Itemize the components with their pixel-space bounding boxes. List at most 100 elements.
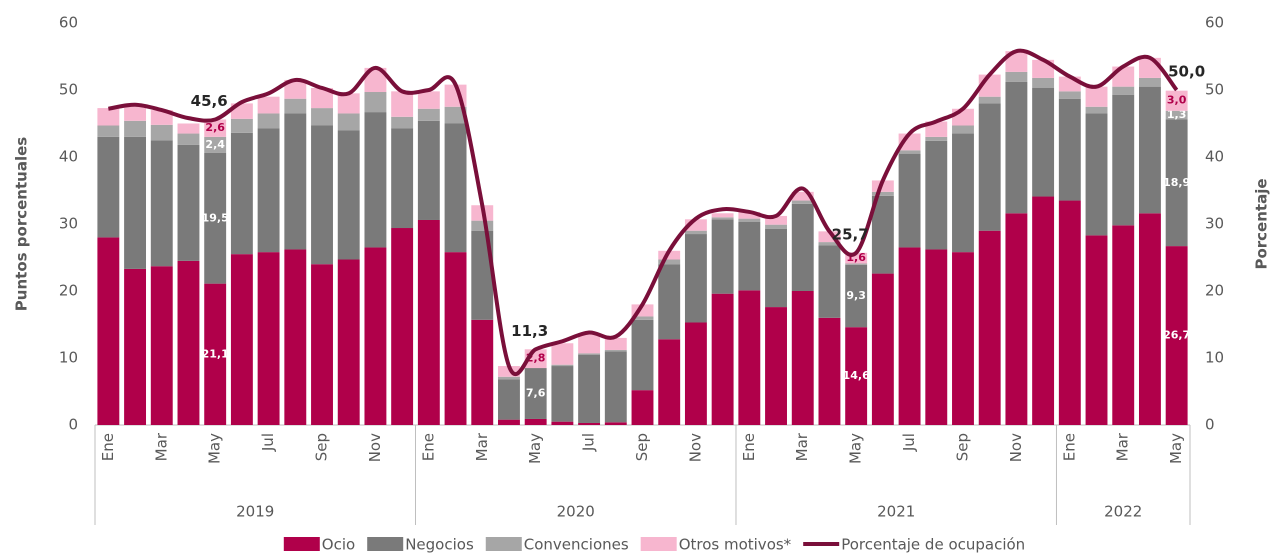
bar-segment: [738, 218, 761, 222]
bar-segment: [498, 366, 520, 377]
bar-segment: [337, 130, 360, 260]
bar-segment: [150, 124, 173, 141]
bar-segment: [177, 260, 200, 425]
bar-segment: [791, 200, 814, 204]
bar-segment: [631, 319, 654, 391]
bar-segment: [444, 252, 467, 425]
bar-segment: [257, 113, 280, 129]
bar-segment: [364, 67, 387, 93]
bar-segment: [551, 343, 574, 365]
value-label: 1,3: [1167, 108, 1187, 121]
bar-segment: [978, 103, 1001, 231]
bar-segment: [1138, 86, 1161, 214]
value-label: 14,6: [843, 369, 870, 382]
bar-segment: [871, 273, 894, 425]
line-label: 45,6: [191, 92, 228, 110]
x-tick-label: Sep: [953, 433, 971, 461]
y2-tick-label: 20: [1205, 282, 1224, 300]
bar-segment: [1005, 213, 1028, 425]
bar-segment: [711, 219, 734, 294]
bar-segment: [871, 180, 894, 192]
bar-segment: [284, 113, 307, 250]
bar-segment: [1058, 200, 1081, 425]
group-label: 2021: [877, 503, 915, 521]
bar-segment: [765, 228, 787, 308]
bar-segment: [204, 119, 227, 137]
bar-segment: [1005, 51, 1028, 72]
bar-segment: [1165, 90, 1188, 111]
group-label: 2019: [236, 503, 274, 521]
group-label: 2020: [557, 503, 595, 521]
bar-segment: [337, 113, 360, 131]
bar-segment: [818, 231, 841, 243]
bar-segment: [791, 291, 814, 425]
y-tick-label: 40: [59, 148, 78, 166]
legend: Ocio Negocios Convenciones Otros motivos* Po…: [283, 536, 1025, 554]
bar-segment: [711, 293, 734, 425]
y-tick-label: 50: [59, 81, 78, 99]
y2-axis-title: Porcentaje: [1253, 178, 1271, 269]
bar-segment: [471, 230, 494, 320]
y-axis-title: Puntos porcentuales: [13, 137, 31, 311]
bar-segment: [124, 120, 147, 137]
bar-segment: [578, 422, 601, 425]
bar-segment: [524, 418, 547, 425]
bar-segment: [177, 144, 200, 261]
bar-segment: [1005, 81, 1028, 214]
bar-segment: [765, 307, 787, 425]
bar-segment: [925, 140, 948, 250]
bar-segment: [444, 123, 467, 253]
bar-segment: [1085, 86, 1108, 107]
bar-segment: [124, 268, 147, 425]
bar-segment: [1138, 77, 1161, 87]
bar-segment: [1058, 91, 1081, 99]
bar-segment: [391, 128, 414, 229]
line: [108, 48, 1179, 377]
value-label: 2,6: [205, 121, 225, 134]
bar-segment: [845, 264, 868, 328]
bar-segment: [952, 125, 974, 134]
bar-segment: [97, 108, 120, 126]
bar-segment: [1005, 71, 1028, 82]
bar-segment: [871, 195, 894, 274]
bar-segment: [551, 421, 574, 425]
bar-segment: [818, 317, 841, 425]
bar-segment: [925, 136, 948, 141]
bar-segment: [711, 213, 734, 218]
y-tick-label: 60: [59, 14, 78, 32]
bar-segment: [1138, 57, 1161, 78]
bar-segment: [471, 220, 494, 231]
bar-segment: [684, 234, 707, 323]
bar-segment: [658, 339, 681, 425]
bar-segment: [925, 249, 948, 425]
value-label: 26,7: [1163, 329, 1190, 342]
value-label: 2,4: [205, 138, 225, 151]
bar-segment: [1112, 225, 1135, 425]
bar-segment: [1085, 113, 1108, 236]
bar-segment: [417, 108, 440, 121]
bar-segment: [1032, 77, 1055, 88]
x-tick-label: Sep: [633, 433, 651, 461]
x-tick-label: Nov: [686, 433, 704, 462]
bar-segment: [471, 319, 494, 425]
bar-segment: [898, 247, 921, 425]
bar-segment: [257, 128, 280, 253]
bar-segment: [658, 264, 681, 340]
bar-segment: [391, 116, 414, 129]
bar-segment: [578, 354, 601, 423]
bar-segment: [898, 153, 921, 248]
bar-segment: [284, 79, 307, 99]
bar-segment: [738, 221, 761, 291]
bar-segment: [204, 152, 227, 284]
bar-segment: [97, 237, 120, 425]
bar-segment: [952, 252, 974, 425]
bar-segment: [1085, 106, 1108, 114]
bar-segment: [1085, 235, 1108, 425]
bar-segment: [631, 316, 654, 320]
bar-segment: [177, 123, 200, 134]
bar-segment: [150, 140, 173, 267]
bar-segment: [498, 376, 520, 380]
x-tick-label: Mar: [1114, 432, 1132, 461]
bar-segment: [765, 215, 787, 225]
bar-segment: [684, 322, 707, 425]
